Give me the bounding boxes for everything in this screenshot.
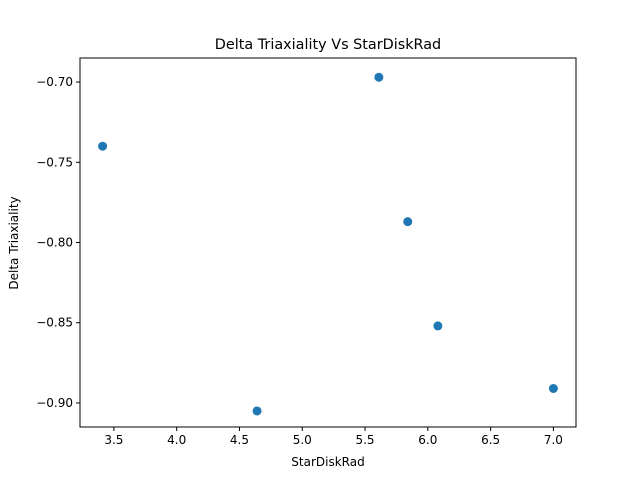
- scatter-point: [252, 406, 262, 416]
- y-tick-label: −0.85: [36, 316, 73, 330]
- x-axis-ticks: 3.5 4.0 4.5 5.0 5.5 6.0 6.5 7.0: [104, 427, 563, 447]
- x-axis-label: StarDiskRad: [291, 455, 364, 469]
- plot-area-frame: [79, 57, 577, 428]
- scatter-point: [374, 72, 384, 82]
- x-tick-label: 5.0: [293, 433, 312, 447]
- x-tick-label: 6.5: [481, 433, 500, 447]
- chart-title: Delta Triaxiality Vs StarDiskRad: [215, 37, 441, 53]
- scatter-point: [403, 217, 413, 227]
- scatter-point: [98, 141, 108, 151]
- x-tick-label: 7.0: [544, 433, 563, 447]
- x-tick-label: 6.0: [418, 433, 437, 447]
- x-tick-label: 4.0: [167, 433, 186, 447]
- y-tick-label: −0.70: [36, 75, 73, 89]
- scatter-point: [433, 321, 443, 331]
- x-tick-label: 5.5: [355, 433, 374, 447]
- y-axis-label: Delta Triaxiality: [7, 196, 21, 289]
- data-points: [98, 72, 558, 416]
- scatter-point: [548, 383, 558, 393]
- y-tick-label: −0.90: [36, 396, 73, 410]
- y-tick-label: −0.75: [36, 155, 73, 169]
- y-axis-ticks: −0.70 −0.75 −0.80 −0.85 −0.90: [36, 75, 80, 410]
- y-tick-label: −0.80: [36, 236, 73, 250]
- x-tick-label: 4.5: [230, 433, 249, 447]
- x-tick-label: 3.5: [104, 433, 123, 447]
